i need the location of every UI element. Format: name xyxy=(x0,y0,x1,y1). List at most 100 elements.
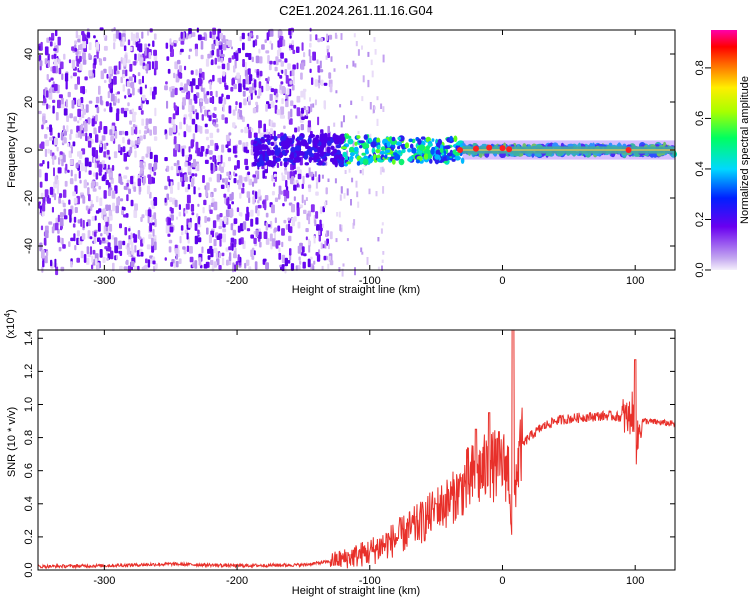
spectrogram-cell xyxy=(128,149,132,156)
spectrogram-cell xyxy=(276,49,280,57)
spectrogram-cell xyxy=(58,246,62,252)
colorbar: 0.0 0.2 0.4 0.6 0.8 Normalized spectral ampl… xyxy=(694,30,750,278)
spectrogram-cell xyxy=(80,123,84,131)
spectrogram-cell xyxy=(346,161,352,165)
spectrogram-cell xyxy=(246,191,251,198)
spectrogram-cell xyxy=(270,43,274,50)
spectrogram-cell xyxy=(53,138,58,146)
spectrogram-cell xyxy=(174,87,178,96)
spectrogram-cell xyxy=(318,230,321,236)
spectrogram-cell xyxy=(349,155,354,160)
spectrogram-cell xyxy=(119,265,123,271)
spectrogram-cell xyxy=(70,146,73,154)
spectrogram-cell xyxy=(47,53,50,62)
spectrogram-cell xyxy=(82,196,86,204)
spectrogram-cell xyxy=(187,165,192,174)
spectrogram-cell xyxy=(288,223,291,233)
spectrogram-cell xyxy=(82,40,87,49)
spectrogram-cell xyxy=(216,214,220,220)
spectrogram-cell xyxy=(290,263,295,271)
spectrogram-cell xyxy=(130,261,135,267)
spectrogram-cell xyxy=(186,232,189,240)
spectrogram-cell xyxy=(327,243,330,250)
spectrogram-cell xyxy=(225,209,230,218)
spec-xtick-label: 100 xyxy=(626,275,644,287)
spectrogram-cell xyxy=(139,161,143,167)
spectrogram-cell xyxy=(345,135,352,139)
spectrogram-cell xyxy=(368,139,373,143)
spectrogram-cell xyxy=(275,240,279,249)
spectrogram-cell xyxy=(226,259,229,266)
spectrogram-cell xyxy=(361,251,364,255)
spectrogram-cell xyxy=(269,128,273,133)
spectrogram-cell xyxy=(90,199,93,205)
spectrogram-cell xyxy=(417,138,422,145)
spectrogram-cell xyxy=(99,58,103,66)
spectrogram-cell xyxy=(309,34,312,42)
spectrogram-cell xyxy=(294,127,298,133)
spectrogram-cell xyxy=(370,59,373,66)
spectrogram-cell xyxy=(128,76,133,82)
spectrogram-cell xyxy=(327,178,330,182)
spectrogram-cell xyxy=(90,203,94,208)
spectrogram-cell xyxy=(87,140,92,148)
spectrogram-cell xyxy=(211,43,215,50)
spectrogram-cell xyxy=(91,147,96,157)
spectrogram-cell xyxy=(368,188,371,195)
spectrogram-cell xyxy=(107,91,110,99)
spectrogram-cell xyxy=(309,68,312,73)
spectrogram-cell xyxy=(404,142,410,149)
spectrogram-cell xyxy=(77,58,81,63)
spectrogram-cell xyxy=(59,151,63,155)
spectrogram-cell xyxy=(355,180,358,188)
spectrogram-cell xyxy=(198,192,202,198)
spectrogram-cell xyxy=(453,135,458,143)
spectrogram-cell xyxy=(168,178,171,187)
spectrogram-cell xyxy=(240,129,244,133)
spectrogram-cell xyxy=(281,172,284,176)
spectrogram-cell xyxy=(88,70,93,77)
spectrogram-cell xyxy=(213,122,216,127)
spectrogram-cell xyxy=(425,136,431,143)
spectrogram-cell xyxy=(41,249,45,259)
spectrogram-cell xyxy=(88,170,92,175)
snr-xtick-label: -300 xyxy=(93,575,115,587)
spectrogram-cell xyxy=(360,247,363,253)
spectrogram-cell xyxy=(197,203,200,207)
figure-title: C2E1.2024.261.11.16.G04 xyxy=(279,3,433,18)
spectrogram-cell xyxy=(133,186,137,192)
spectrogram-cell xyxy=(124,95,127,99)
spectrogram-cell xyxy=(91,118,95,127)
spectrogram-cell xyxy=(218,265,222,270)
spectrogram-cell xyxy=(300,90,305,98)
spectrogram-cell xyxy=(361,96,364,102)
spectrogram-cell xyxy=(352,222,355,229)
spectrogram-cell xyxy=(293,216,297,222)
spectrogram-cell xyxy=(314,99,317,106)
spectrogram-cell xyxy=(284,69,288,76)
spectrogram-cell xyxy=(149,222,152,232)
spectrogram-cell xyxy=(47,60,50,68)
spectrogram-cell xyxy=(127,102,130,107)
spectrogram-cell xyxy=(71,100,75,109)
spectrogram-cell xyxy=(57,36,61,46)
spectrogram-cell xyxy=(170,166,174,171)
spectrogram-cell xyxy=(42,115,46,125)
spectrogram-cell xyxy=(44,134,48,139)
spectrogram-cell xyxy=(72,191,76,197)
spectrogram-cell xyxy=(47,197,51,204)
spectrogram-cell xyxy=(188,156,191,162)
spectrogram-cell xyxy=(340,146,347,150)
spectrogram-cell xyxy=(197,187,201,191)
spectrogram-cell xyxy=(165,224,170,234)
spectrogram-cell xyxy=(370,141,377,148)
spectrogram-cell xyxy=(244,158,248,166)
spectrogram-cell xyxy=(130,81,135,89)
spectrogram-cell xyxy=(152,256,156,261)
spectrogram-cell xyxy=(113,33,117,42)
spectrogram-cell xyxy=(265,104,268,112)
spectrogram-cell xyxy=(242,42,245,51)
spectrogram-cell xyxy=(62,189,67,198)
spectrogram-cell xyxy=(283,161,288,168)
